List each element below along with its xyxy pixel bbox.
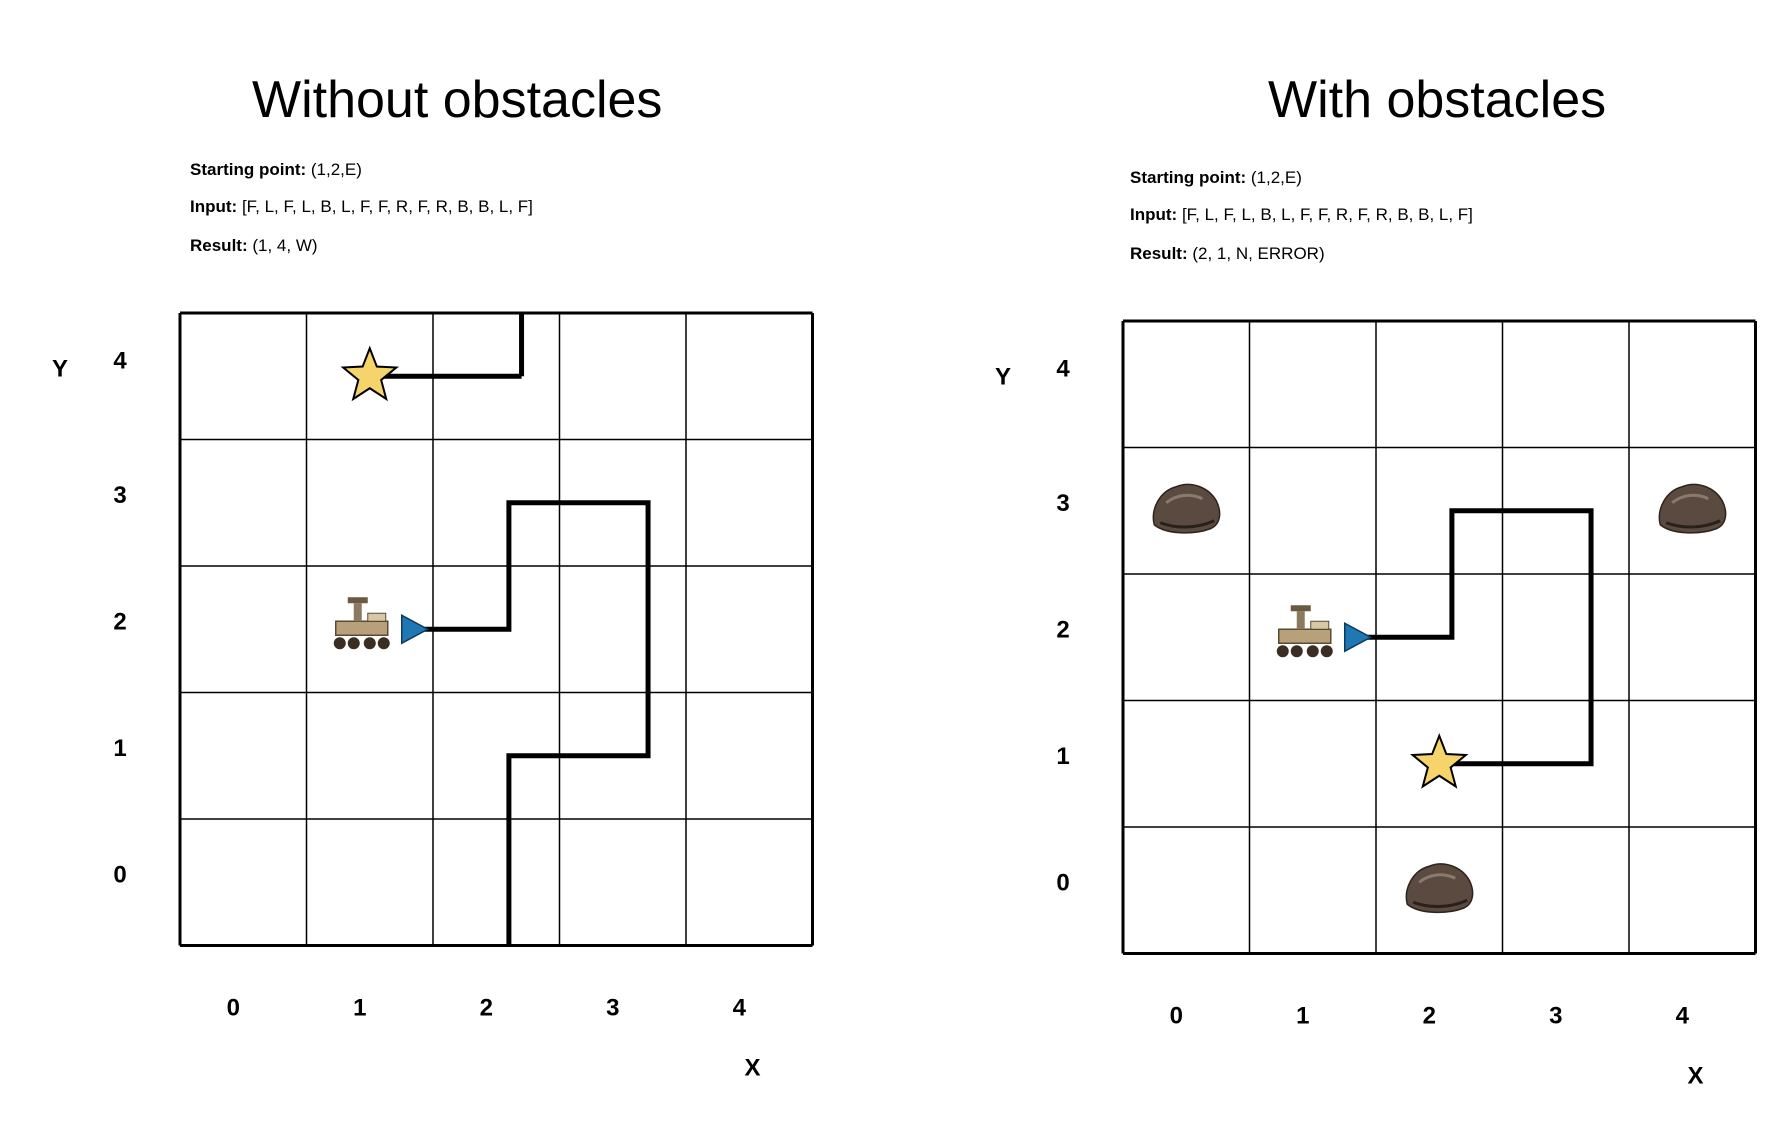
y-tick-label: 0 [1056, 869, 1069, 896]
grid-canvas: 0 1 2 3 4 0 1 2 3 4 X Y [52, 311, 814, 1082]
starting-point-value: (1,2,E) [1250, 168, 1302, 187]
input-value: [F, L, F, L, B, L, F, F, R, F, R, B, B, … [1181, 205, 1473, 224]
x-tick-label: 3 [606, 995, 619, 1022]
starting-point-value: (1,2,E) [310, 160, 362, 179]
x-axis-label: X [744, 1055, 760, 1082]
y-tick-label: 3 [1056, 490, 1069, 517]
starting-point-label: Starting point: [190, 160, 307, 179]
triangle-arrow-icon [401, 613, 430, 645]
y-tick-label: 2 [1056, 616, 1069, 643]
mars-rover-icon [1276, 605, 1333, 658]
input-line: Input: [F, L, F, L, B, L, F, F, R, F, R,… [1130, 205, 1473, 225]
x-tick-label: 2 [480, 995, 493, 1022]
input-line: Input: [F, L, F, L, B, L, F, F, R, F, R,… [190, 197, 533, 217]
panel-title: With obstacles [1268, 71, 1607, 129]
x-tick-label: 0 [1170, 1003, 1183, 1030]
x-tick-label: 4 [1676, 1003, 1690, 1030]
y-tick-label: 2 [113, 608, 126, 635]
rover-path [1350, 508, 1594, 767]
result-line: Result: (2, 1, N, ERROR) [1130, 244, 1325, 264]
result-label: Result: [1130, 244, 1188, 263]
starting-point-label: Starting point: [1130, 168, 1247, 187]
input-value: [F, L, F, L, B, L, F, F, R, F, R, B, B, … [241, 197, 533, 216]
mars-rover-icon [333, 597, 390, 650]
star-icon [1410, 732, 1469, 789]
y-tick-label: 1 [1056, 743, 1069, 770]
x-tick-label: 3 [1549, 1003, 1562, 1030]
y-tick-label: 4 [113, 347, 127, 374]
y-axis-label: Y [52, 355, 68, 382]
y-tick-label: 0 [113, 861, 126, 888]
x-tick-label: 0 [227, 995, 240, 1022]
result-value: (1, 4, W) [252, 236, 318, 255]
y-tick-label: 1 [113, 735, 126, 762]
input-label: Input: [190, 197, 238, 216]
result-label: Result: [190, 236, 248, 255]
grid-canvas: 0 1 2 3 4 0 1 2 3 4 X Y [995, 319, 1757, 1090]
x-tick-label: 1 [353, 995, 366, 1022]
panel-without-obstacles: Without obstacles Starting point: (1,2,E… [52, 71, 814, 1082]
rock-icon [1152, 483, 1221, 534]
triangle-arrow-icon [1344, 621, 1373, 653]
x-tick-label: 4 [733, 995, 747, 1022]
starting-point-line: Starting point: (1,2,E) [190, 160, 362, 180]
rover-path [407, 500, 651, 946]
x-tick-label: 2 [1423, 1003, 1436, 1030]
rock-icon [1405, 863, 1474, 914]
panel-with-obstacles: With obstacles Starting point: (1,2,E) I… [948, 0, 1790, 1146]
rock-icon [1658, 483, 1727, 534]
input-label: Input: [1130, 205, 1178, 224]
y-tick-label: 3 [113, 482, 126, 509]
panel-title: Without obstacles [252, 71, 663, 129]
star-icon [340, 345, 399, 402]
x-tick-label: 1 [1296, 1003, 1309, 1030]
y-axis-label: Y [995, 363, 1011, 390]
result-value: (2, 1, N, ERROR) [1192, 244, 1325, 263]
y-tick-label: 4 [1056, 355, 1070, 382]
x-axis-label: X [1687, 1063, 1703, 1090]
result-line: Result: (1, 4, W) [190, 236, 318, 256]
starting-point-line: Starting point: (1,2,E) [1130, 168, 1302, 188]
